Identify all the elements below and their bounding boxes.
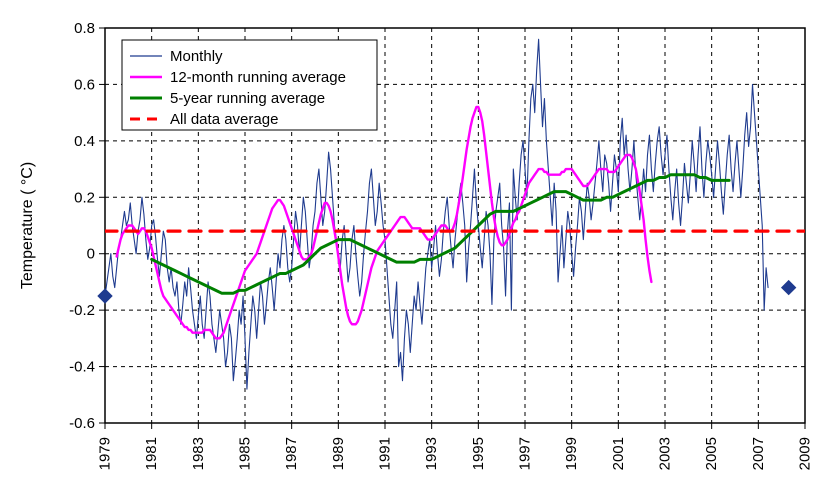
temperature-anomaly-chart: -0.6 -0.4 -0.2 0 0.2 0.4 0.6 0.8 1979 1981 1983 198…: [0, 0, 836, 503]
legend-label: 5-year running average: [170, 90, 325, 107]
xtick-label: 2005: [703, 437, 720, 470]
ytick-label: -0.2: [69, 302, 95, 319]
xtick-label: 1995: [470, 437, 487, 470]
ytick-label: -0.6: [69, 415, 95, 432]
endpoint-marker: [98, 289, 112, 303]
xtick-label: 1993: [423, 437, 440, 470]
ytick-label: 0.4: [74, 133, 95, 150]
legend-label: Monthly: [170, 48, 223, 65]
xtick-label: 1983: [190, 437, 207, 470]
legend-label: 12-month running average: [170, 69, 346, 86]
ytick-label: 0.8: [74, 20, 95, 37]
xtick-label: 1991: [377, 437, 394, 470]
legend-label: All data average: [170, 111, 278, 128]
xtick-label: 2009: [797, 437, 814, 470]
xtick-label: 1979: [97, 437, 114, 470]
ytick-label: 0.6: [74, 76, 95, 93]
xtick-label: 1997: [517, 437, 534, 470]
xtick-label: 1985: [237, 437, 254, 470]
xtick-label: 1989: [330, 437, 347, 470]
ytick-label: 0: [87, 246, 95, 263]
ytick-label: -0.4: [69, 359, 95, 376]
xtick-label: 2001: [610, 437, 627, 470]
xtick-label: 1987: [283, 437, 300, 470]
xtick-label: 1999: [563, 437, 580, 470]
xtick-label: 2003: [657, 437, 674, 470]
xtick-label: 1981: [143, 437, 160, 470]
xtick-label: 2007: [750, 437, 767, 470]
ytick-label: 0.2: [74, 189, 95, 206]
endpoint-marker: [782, 281, 796, 295]
y-axis-label: Temperature ( °C): [19, 162, 36, 289]
chart-svg: -0.6 -0.4 -0.2 0 0.2 0.4 0.6 0.8 1979 1981 1983 198…: [0, 0, 836, 503]
